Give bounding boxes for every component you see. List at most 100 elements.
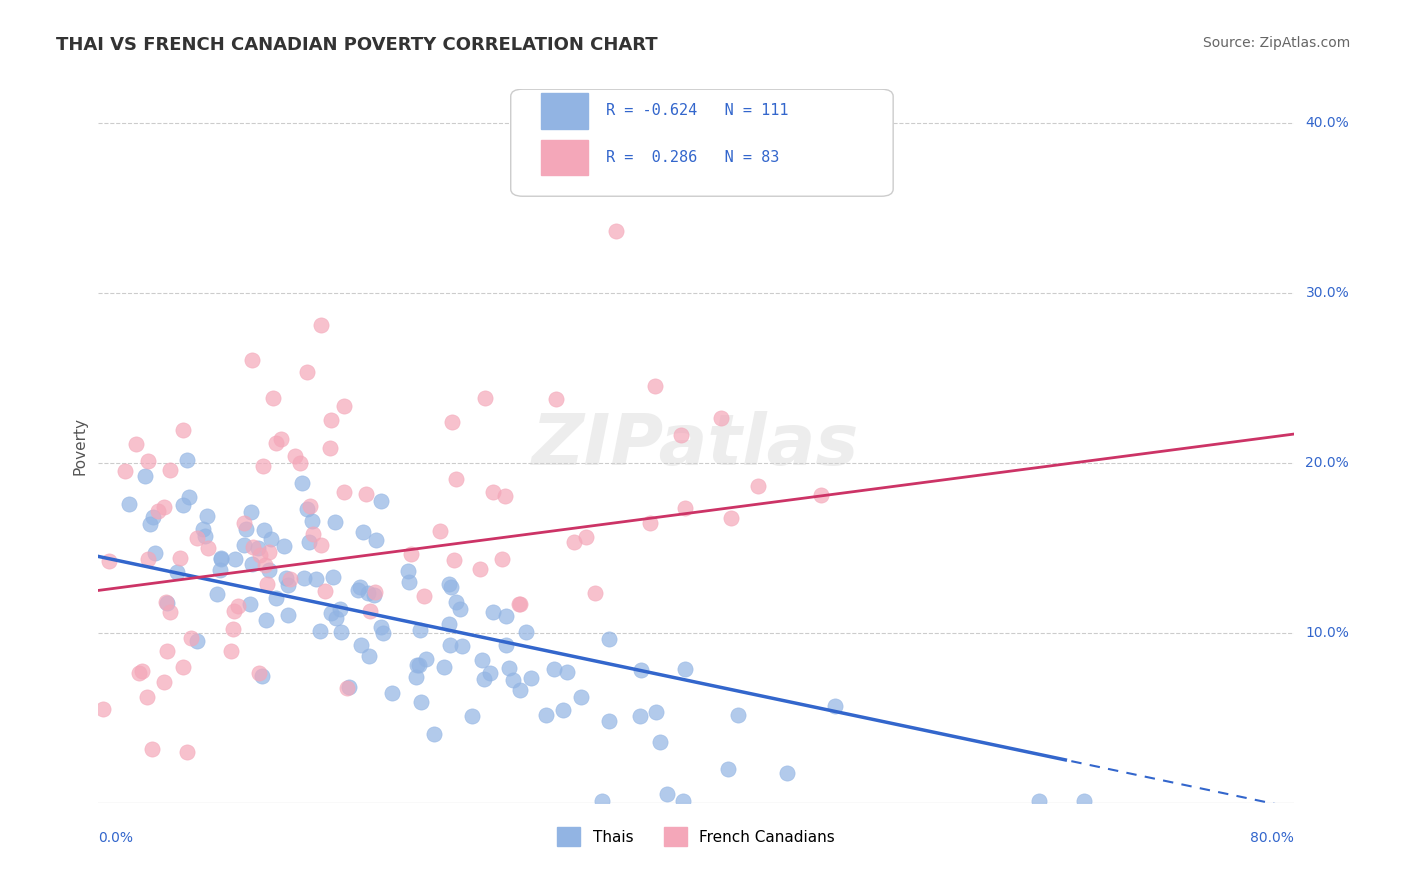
Point: [644, 379, 666, 393]
Point: [468, 562, 491, 576]
Point: [186, 531, 208, 545]
Point: [159, 606, 181, 620]
Point: [240, 353, 263, 368]
Point: [727, 708, 749, 723]
Point: [439, 617, 461, 632]
Text: R = -0.624   N = 111: R = -0.624 N = 111: [606, 103, 789, 119]
Point: [349, 580, 371, 594]
Point: [449, 602, 471, 616]
Point: [569, 690, 592, 705]
Point: [219, 644, 242, 658]
FancyBboxPatch shape: [541, 139, 589, 175]
Point: [273, 539, 295, 553]
Point: [309, 624, 332, 639]
Point: [332, 485, 354, 500]
Point: [356, 486, 378, 500]
Point: [209, 550, 232, 565]
Point: [520, 671, 543, 685]
Text: R =  0.286   N = 83: R = 0.286 N = 83: [606, 150, 780, 165]
Point: [479, 666, 502, 681]
Point: [253, 523, 276, 537]
Point: [264, 591, 287, 605]
Point: [152, 675, 174, 690]
Point: [498, 661, 520, 675]
Point: [399, 547, 422, 561]
Point: [444, 595, 467, 609]
Point: [440, 580, 463, 594]
Point: [346, 583, 368, 598]
Point: [186, 633, 208, 648]
Point: [357, 648, 380, 663]
Point: [179, 490, 201, 504]
Point: [381, 686, 404, 700]
Point: [481, 485, 503, 500]
Point: [141, 742, 163, 756]
Point: [277, 578, 299, 592]
Point: [491, 552, 513, 566]
Point: [352, 524, 374, 539]
Point: [439, 638, 461, 652]
Point: [553, 703, 575, 717]
Point: [710, 411, 733, 425]
Point: [145, 546, 167, 560]
Point: [575, 530, 598, 544]
Point: [224, 604, 246, 618]
Point: [257, 545, 280, 559]
Point: [172, 423, 194, 437]
Point: [673, 501, 696, 516]
Point: [413, 590, 436, 604]
Text: 10.0%: 10.0%: [1306, 626, 1350, 640]
Point: [295, 366, 318, 380]
Point: [638, 516, 661, 530]
Point: [318, 441, 340, 455]
Point: [335, 681, 357, 696]
Point: [172, 498, 194, 512]
Legend: Thais, French Canadians: Thais, French Canadians: [551, 822, 841, 852]
Point: [197, 541, 219, 556]
Point: [195, 509, 218, 524]
Point: [598, 632, 620, 647]
Point: [657, 787, 679, 801]
Point: [98, 553, 121, 567]
Text: ZIPatlas: ZIPatlas: [533, 411, 859, 481]
Point: [415, 652, 437, 666]
Point: [172, 660, 194, 674]
Point: [443, 553, 465, 567]
Point: [422, 727, 444, 741]
Point: [405, 670, 427, 684]
Point: [299, 499, 322, 513]
Point: [205, 587, 228, 601]
Point: [471, 653, 494, 667]
Point: [295, 501, 318, 516]
Point: [495, 638, 517, 652]
Text: 40.0%: 40.0%: [1306, 116, 1350, 130]
Point: [176, 745, 198, 759]
Point: [257, 563, 280, 577]
Point: [260, 532, 283, 546]
FancyBboxPatch shape: [510, 89, 893, 196]
Point: [155, 595, 177, 609]
Point: [494, 489, 516, 503]
Point: [474, 392, 496, 406]
Point: [166, 566, 188, 580]
Point: [776, 765, 799, 780]
Point: [673, 663, 696, 677]
Point: [232, 516, 254, 530]
Point: [450, 639, 472, 653]
Point: [136, 454, 159, 468]
Point: [337, 680, 360, 694]
Point: [139, 516, 162, 531]
Point: [322, 570, 344, 584]
Point: [461, 709, 484, 723]
Point: [242, 557, 264, 571]
Point: [555, 665, 578, 679]
Point: [371, 626, 394, 640]
Point: [598, 714, 620, 729]
Point: [314, 583, 336, 598]
Point: [180, 632, 202, 646]
Text: 80.0%: 80.0%: [1250, 831, 1294, 846]
Point: [266, 435, 288, 450]
Point: [302, 527, 325, 541]
Text: THAI VS FRENCH CANADIAN POVERTY CORRELATION CHART: THAI VS FRENCH CANADIAN POVERTY CORRELAT…: [56, 36, 658, 54]
Point: [329, 602, 352, 616]
